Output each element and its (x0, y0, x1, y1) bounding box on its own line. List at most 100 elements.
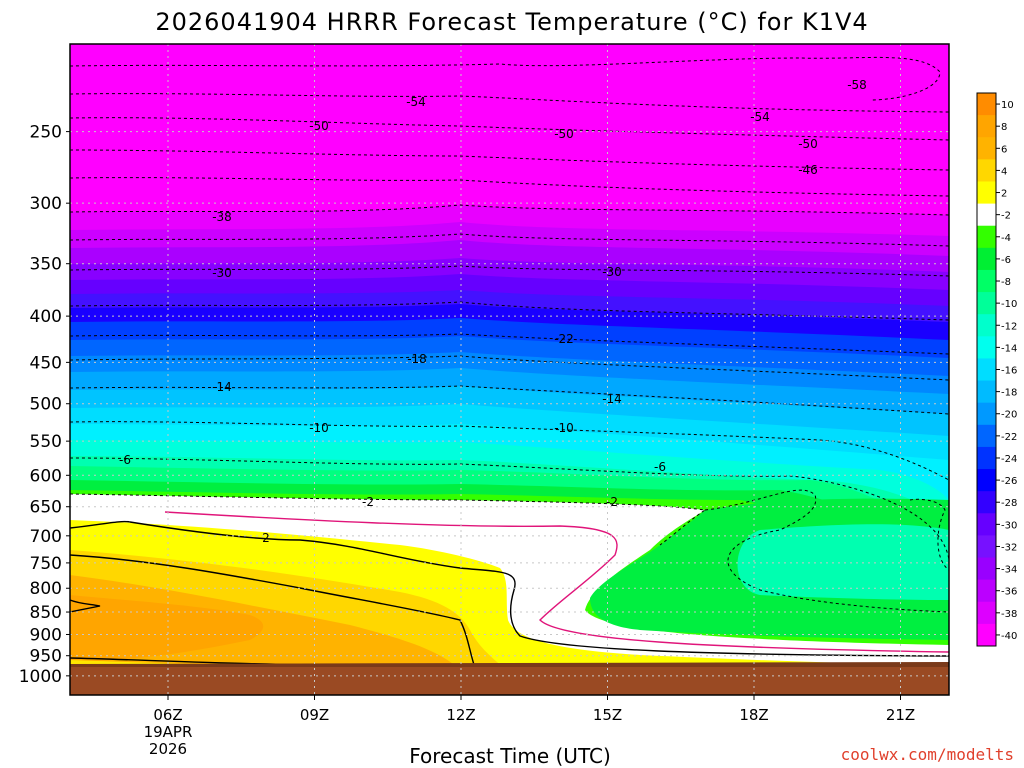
y-tick-label: 600 (30, 466, 62, 486)
colorbar-label: -30 (1001, 520, 1017, 531)
contour-label: -22 (554, 332, 574, 346)
colorbar-label: -40 (1001, 631, 1017, 642)
colorbar-label: -4 (1001, 233, 1011, 244)
contour-label: -2 (362, 495, 374, 509)
colorbar-swatch (977, 380, 996, 404)
colorbar-swatch (977, 535, 996, 559)
contour-label: -30 (212, 266, 232, 280)
colorbar-swatch (977, 557, 996, 581)
y-tick-label: 800 (30, 579, 62, 599)
colorbar-swatch (977, 314, 996, 337)
x-tick-sublabel: 19APR (144, 723, 193, 741)
y-tick-label: 350 (30, 255, 62, 275)
y-tick-label: 300 (30, 194, 62, 214)
colorbar-label: -6 (1001, 255, 1011, 266)
contour-label: -58 (847, 78, 867, 92)
y-axis: 2503003504004505005506006507007508008509… (19, 123, 70, 687)
colorbar-swatch (977, 159, 996, 182)
colorbar-label: 2 (1001, 189, 1007, 200)
colorbar-swatch (977, 469, 996, 492)
ground-edge (70, 662, 949, 667)
x-tick-label: 21Z (886, 706, 915, 724)
y-tick-label: 250 (30, 123, 62, 143)
colorbar-label: 4 (1001, 166, 1007, 177)
colorbar-label: -22 (1001, 432, 1017, 443)
colorbar-swatch (977, 115, 996, 138)
colorbar-swatch (977, 623, 996, 647)
y-tick-label: 900 (30, 625, 62, 645)
freezing-line (164, 511, 949, 653)
colorbar-swatch (977, 446, 996, 470)
contour-label: -50 (309, 119, 329, 133)
contour-label: -6 (654, 460, 666, 474)
colorbar-swatch (977, 292, 996, 315)
contour-label: -18 (407, 352, 427, 366)
contour-label: 2 (262, 531, 270, 545)
colorbar-swatch (977, 336, 996, 359)
colorbar-swatch (977, 358, 996, 382)
colorbar-label: -18 (1001, 388, 1017, 399)
chart-title: 2026041904 HRRR Forecast Temperature (°C… (155, 8, 868, 36)
contours-dashed (70, 56, 949, 613)
x-tick-label: 12Z (446, 706, 475, 724)
colorbar-swatch (977, 269, 996, 293)
plot-frame (69, 43, 950, 696)
colorbar-swatch (977, 203, 996, 227)
colorbar-swatch (977, 601, 996, 625)
contour-label: -30 (602, 265, 622, 279)
colorbar-swatch (977, 247, 996, 271)
colorbar: 10 8 6 4 2 -2 -4 -6 -8 -10 -12 -14 -16 -18 -20 -22 -24 -2… (976, 92, 1017, 647)
plot-area (70, 44, 949, 695)
colorbar-swatch (977, 402, 996, 426)
colorbar-label: -26 (1001, 476, 1017, 487)
colorbar-swatch (977, 491, 996, 514)
colorbar-swatch (977, 93, 996, 116)
colorbar-swatch (977, 137, 996, 160)
colorbar-swatch (977, 579, 996, 603)
contour-label: -6 (119, 453, 131, 467)
colorbar-label: 10 (1001, 100, 1014, 111)
colorbar-label: -34 (1001, 565, 1017, 576)
y-tick-label: 650 (30, 498, 62, 518)
x-axis-title: Forecast Time (UTC) (409, 744, 611, 768)
colorbar-label: -8 (1001, 277, 1011, 288)
contour-label: -10 (309, 421, 329, 435)
colorbar-label: -16 (1001, 366, 1017, 377)
colorbar-label: -32 (1001, 542, 1017, 553)
colorbar-swatch (977, 181, 996, 205)
grid (70, 44, 949, 695)
contour-label: -46 (798, 163, 818, 177)
colorbar-label: -2 (1001, 211, 1011, 222)
x-tick-label: 18Z (739, 706, 768, 724)
y-tick-label: 500 (30, 395, 62, 415)
y-tick-label: 1000 (19, 667, 62, 687)
y-tick-label: 850 (30, 603, 62, 623)
x-tick-label: 06Z (153, 706, 182, 724)
colorbar-label: 6 (1001, 144, 1007, 155)
colorbar-label: 8 (1001, 122, 1007, 133)
colorbar-label: -28 (1001, 498, 1017, 509)
contour-label: -14 (212, 380, 232, 394)
contour-labels: -58-54-54-50-50-50-46-38-30 -30-22-18-14-… (119, 78, 867, 545)
y-tick-label: 700 (30, 527, 62, 547)
colorbar-swatch (977, 424, 996, 448)
colorbar-label: -36 (1001, 587, 1017, 598)
colorbar-label: -38 (1001, 609, 1017, 620)
x-tick-sublabel: 2026 (149, 740, 187, 758)
contour-label: -50 (554, 127, 574, 141)
band-aqua-cold-pool (737, 524, 949, 600)
colorbar-label: -12 (1001, 321, 1017, 332)
x-tick-label: 15Z (593, 706, 622, 724)
contour-label: -54 (750, 110, 770, 124)
contour-label: -2 (606, 495, 618, 509)
y-tick-label: 450 (30, 353, 62, 373)
y-tick-label: 400 (30, 307, 62, 327)
contour-label: -38 (212, 210, 232, 224)
ground (70, 667, 949, 695)
contour-label: -50 (798, 137, 818, 151)
colorbar-label: -20 (1001, 410, 1017, 421)
contour-label: -10 (554, 421, 574, 435)
colorbar-swatch (977, 513, 996, 536)
y-tick-label: 750 (30, 554, 62, 574)
